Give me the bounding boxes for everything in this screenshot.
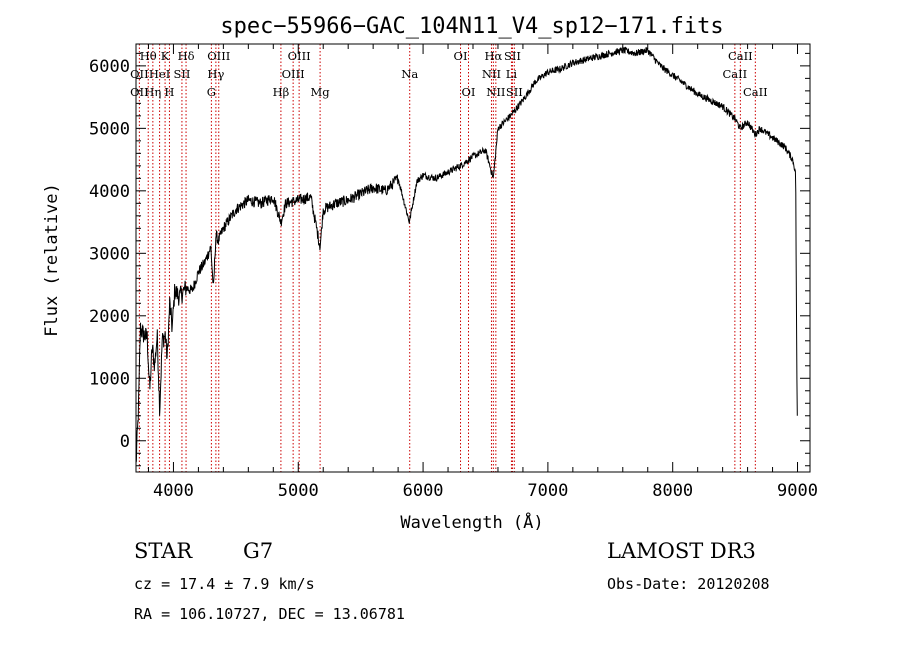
spectral-line-label: Hα	[484, 49, 502, 63]
y-tick-label: 0	[120, 432, 130, 452]
spectral-line-label: OI	[462, 85, 476, 99]
spectral-line-label: H	[164, 85, 174, 99]
plot-frame	[135, 43, 811, 473]
spectral-line-label: CaII	[743, 85, 768, 99]
spectral-line-label: NII	[486, 85, 505, 99]
spectral-line-label: SII	[506, 85, 523, 99]
chart-title: spec−55966−GAC_104N11_V4_sp12−171.fits	[220, 14, 723, 39]
spectral-line-label: CaII	[728, 49, 753, 63]
x-axis-label: Wavelength (Å)	[400, 511, 543, 533]
y-tick-label: 6000	[89, 57, 130, 77]
spectral-line-label: OIII	[282, 67, 305, 81]
spectral-line-label: G	[207, 85, 216, 99]
y-tick-label: 5000	[89, 119, 130, 139]
spectral-line-label: K	[161, 49, 170, 63]
spectral-line-label: CaII	[722, 67, 747, 81]
spectral-line-label: OIII	[288, 49, 311, 63]
y-axis-ticks: 0 1000 2000 3000 4000 5000 6000	[89, 52, 810, 467]
x-tick-label: 5000	[278, 481, 319, 501]
spectrum-series	[135, 45, 798, 463]
x-tick-label: 7000	[527, 481, 568, 501]
spectral-line-label: HeI	[149, 67, 170, 81]
spectral-line-label: Li	[506, 67, 518, 81]
spectral-line-label: Hθ	[140, 49, 157, 63]
coordinates: RA = 106.10727, DEC = 13.06781	[134, 605, 405, 623]
y-tick-label: 4000	[89, 182, 130, 202]
spectral-line-label: OII	[130, 67, 149, 81]
spectral-line-label: Hη	[144, 85, 161, 99]
object-class: STAR	[134, 539, 193, 563]
spectral-line-label: Hδ	[178, 49, 195, 63]
spectral-line-label: Hβ	[273, 85, 290, 99]
y-axis-label: Flux (relative)	[42, 183, 62, 337]
y-tick-label: 2000	[89, 307, 130, 327]
spectral-line-label: NII	[482, 67, 501, 81]
spectral-line-label: OIII	[207, 49, 230, 63]
y-tick-label: 1000	[89, 369, 130, 389]
spectral-line-markers	[138, 44, 756, 472]
x-tick-label: 4000	[153, 481, 194, 501]
spectral-line-label: SII	[504, 49, 521, 63]
survey-name: LAMOST DR3	[607, 539, 756, 563]
y-tick-label: 3000	[89, 244, 130, 264]
x-tick-label: 6000	[403, 481, 444, 501]
spectral-line-label: OI	[454, 49, 468, 63]
redshift-text: cz = 17.4 ± 7.9 km/s	[134, 575, 315, 593]
spectral-line-label: OII	[130, 85, 149, 99]
x-tick-label: 9000	[777, 481, 818, 501]
obs-date: Obs-Date: 20120208	[607, 575, 770, 593]
object-subclass: G7	[243, 539, 274, 563]
spectral-line-label: Hγ	[207, 67, 224, 81]
spectral-line-label: Na	[401, 67, 418, 81]
x-axis-ticks: 4000 5000 6000 7000 8000 9000	[147, 44, 818, 501]
spectral-line-label: Mg	[311, 85, 331, 99]
x-tick-label: 8000	[652, 481, 693, 501]
spectral-line-label: SII	[173, 67, 190, 81]
